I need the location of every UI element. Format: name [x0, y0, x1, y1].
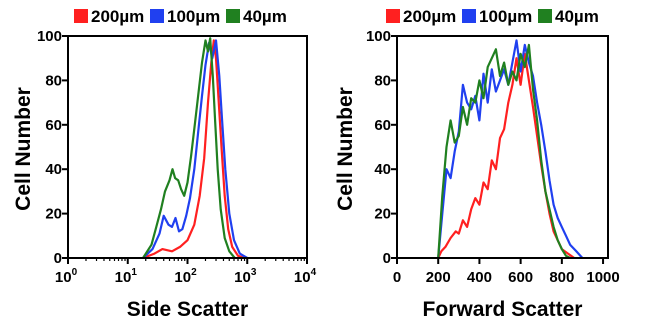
- y-tick-label: 100: [37, 28, 62, 45]
- x-tick-base: 10: [234, 269, 251, 286]
- x-tick-label: 104: [294, 267, 317, 286]
- x-tick-label: 600: [508, 269, 533, 286]
- x-axis-title: Side Scatter: [127, 298, 248, 321]
- y-tick-label: 20: [374, 206, 391, 223]
- y-tick-label: 60: [374, 117, 391, 134]
- series-line-1: [142, 39, 245, 260]
- plot-frame: [396, 35, 609, 259]
- plot-frame: [67, 35, 308, 259]
- y-tick-label: 20: [45, 206, 62, 223]
- x-tick-label: 101: [115, 267, 138, 286]
- legend-label: 200µm: [403, 7, 456, 26]
- series-line-2: [142, 39, 248, 259]
- x-tick-exponent: 3: [251, 267, 257, 278]
- legend-swatch: [538, 9, 552, 23]
- legend-swatch: [462, 9, 476, 23]
- x-tick-base: 10: [55, 269, 72, 286]
- x-tick-base: 10: [294, 269, 311, 286]
- series-line-2: [437, 39, 584, 259]
- legend-label: 200µm: [91, 7, 144, 26]
- x-tick-label: 103: [234, 267, 257, 286]
- x-tick-label: 400: [467, 269, 492, 286]
- x-tick-base: 10: [115, 269, 132, 286]
- legend-label: 100µm: [167, 7, 220, 26]
- x-tick-exponent: 2: [191, 267, 197, 278]
- x-tick-label: 800: [549, 269, 574, 286]
- x-tick-base: 10: [174, 269, 191, 286]
- x-tick-label: 1000: [586, 269, 619, 286]
- x-tick-exponent: 0: [72, 267, 78, 278]
- legend-label: 40µm: [555, 7, 599, 26]
- series-line-3: [142, 37, 236, 259]
- y-axis-title: Cell Number: [12, 87, 35, 211]
- y-tick-label: 80: [45, 72, 62, 89]
- legend-swatch: [386, 9, 400, 23]
- legend-label: 100µm: [479, 7, 532, 26]
- y-tick-label: 0: [383, 250, 391, 267]
- y-tick-label: 100: [366, 28, 391, 45]
- legend-label: 40µm: [243, 7, 287, 26]
- series-line-3: [437, 43, 571, 259]
- y-tick-label: 60: [45, 117, 62, 134]
- legend-swatch: [150, 9, 164, 23]
- x-tick-label: 0: [393, 269, 401, 286]
- x-tick-exponent: 1: [131, 267, 137, 278]
- x-tick-label: 100: [55, 267, 78, 286]
- legend-swatch: [226, 9, 240, 23]
- y-tick-label: 80: [374, 72, 391, 89]
- x-tick-label: 102: [174, 267, 197, 286]
- x-axis-title: Forward Scatter: [423, 298, 583, 321]
- y-tick-label: 40: [374, 161, 391, 178]
- legend-swatch: [74, 9, 88, 23]
- y-axis-title: Cell Number: [334, 87, 357, 211]
- y-tick-label: 0: [54, 250, 62, 267]
- x-tick-exponent: 4: [311, 267, 317, 278]
- x-tick-label: 200: [426, 269, 451, 286]
- y-tick-label: 40: [45, 161, 62, 178]
